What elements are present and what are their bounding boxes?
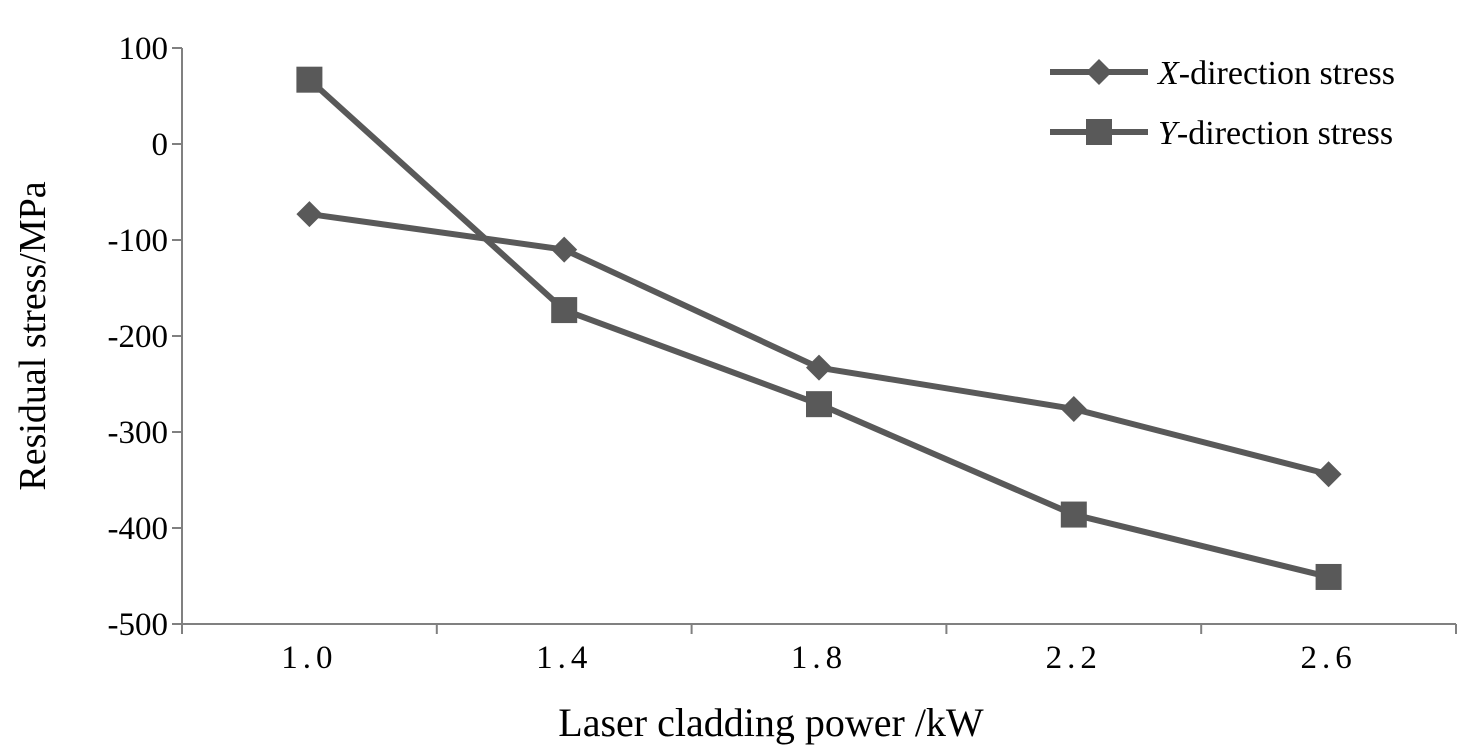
x-tick-label: 1.0 (281, 640, 337, 676)
x-axis-title: Laser cladding power /kW (558, 700, 984, 745)
diamond-marker (806, 354, 832, 381)
y-tick-label: -100 (108, 223, 169, 259)
series-layer (296, 66, 1342, 590)
y-tick-label: -300 (108, 415, 169, 451)
legend: X-direction stress Y-direction stress (1050, 55, 1395, 152)
legend-diamond-marker (1086, 59, 1112, 85)
x-tick-label: 1.4 (536, 640, 592, 676)
x-tick-label: 2.6 (1300, 640, 1356, 676)
legend-label: X-direction stress (1156, 55, 1395, 92)
y-tick-label: 0 (152, 127, 169, 163)
square-marker (1315, 563, 1342, 590)
x-tick-label: 2.2 (1046, 640, 1102, 676)
y-tick-label: -400 (108, 511, 169, 547)
diamond-marker (551, 236, 578, 263)
legend-square-marker (1086, 119, 1112, 145)
y-tick-label: -500 (108, 607, 169, 643)
diamond-marker (296, 201, 323, 228)
square-marker (1060, 501, 1087, 528)
x-tick-label: 1.8 (791, 640, 847, 676)
y-axis-title: Residual stress/MPa (12, 181, 54, 490)
legend-entry: X-direction stress (1050, 55, 1395, 92)
diamond-marker (1060, 395, 1087, 422)
series-line (308, 211, 1330, 478)
diamond-marker (1315, 461, 1342, 488)
square-marker (296, 66, 323, 93)
axes: 100 0 -100 -200 -300 -400 -500 1.0 1.4 1.8 2.2 2.6 (108, 31, 1457, 676)
series-1 (296, 201, 1342, 488)
series-line (307, 77, 1330, 580)
y-tick-label: 100 (119, 31, 169, 67)
legend-label: Y-direction stress (1158, 115, 1393, 152)
series-2 (296, 66, 1342, 590)
y-tick-label: -200 (108, 319, 169, 355)
square-marker (551, 297, 578, 324)
square-marker (806, 391, 832, 418)
legend-entry: Y-direction stress (1050, 115, 1393, 152)
